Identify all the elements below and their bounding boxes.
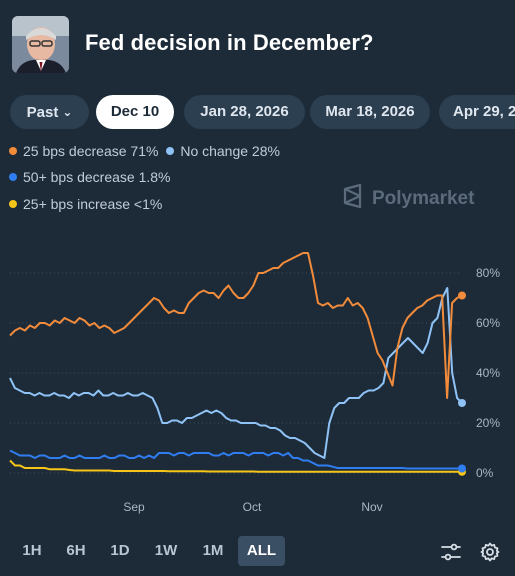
gear-icon[interactable] [479,541,501,563]
tab-apr-29-2026[interactable]: Apr 29, 2026 [439,95,515,129]
tab-mar-18-2026[interactable]: Mar 18, 2026 [310,95,430,129]
legend-row-3: 25+ bps increase <1% [9,196,162,212]
chart-endpoints [458,291,466,476]
range-1d[interactable]: 1D [110,542,130,559]
tab-past[interactable]: Past ⌄ [10,95,89,129]
chevron-down-icon: ⌄ [62,105,73,119]
price-history-chart[interactable]: 80% 60% 40% 20% 0% Sep Oct Nov [0,240,515,525]
series-line-25-bps-decrease [9,252,463,399]
range-1w[interactable]: 1W [154,542,178,559]
chart-settings-sliders-icon[interactable] [440,541,462,563]
legend-dot-no-change [166,147,175,155]
range-1h[interactable]: 1H [22,542,42,559]
legend-label-25bps-decrease: 25 bps decrease 71% [23,143,159,159]
legend-row-2: 50+ bps decrease 1.8% [9,169,171,185]
watermark-text: Polymarket [372,188,475,209]
tab-label: Apr 29, 2026 [453,103,515,120]
tab-label: Past [26,104,59,121]
polymarket-logo-icon [343,183,362,209]
range-1m[interactable]: 1M [202,542,224,559]
x-tick-label: Nov [361,500,382,514]
series-line-25-bps-increase [9,459,462,473]
tab-dec-10[interactable]: Dec 10 [96,95,174,129]
chart-lines [9,252,463,473]
legend-dot-25bps-increase [9,200,17,208]
y-tick-label: 80% [476,266,500,280]
x-tick-label: Oct [243,500,262,514]
y-tick-label: 40% [476,366,500,380]
y-axis-ticks: 80% 60% 40% 20% 0% [476,266,500,480]
range-6h[interactable]: 6H [66,542,86,559]
y-tick-label: 60% [476,316,500,330]
legend-dot-25bps-decrease [9,147,17,155]
series-endpoint-no-change [458,399,466,407]
market-header: Fed decision in December? [12,14,512,76]
legend-row-1: 25 bps decrease 71% No change 28% [9,143,280,159]
date-tabs: Past ⌄ Dec 10 Jan 28, 2026 Mar 18, 2026 A… [10,95,515,131]
y-tick-label: 0% [476,466,494,480]
series-line-50-bps-decrease [9,449,462,470]
legend-label-25bps-increase: 25+ bps increase <1% [23,196,163,212]
tab-jan-28-2026[interactable]: Jan 28, 2026 [184,95,305,129]
tab-label: Dec 10 [110,103,160,120]
legend-label-no-change: No change 28% [180,143,280,159]
polymarket-watermark: Polymarket [342,183,475,210]
legend-dot-50bps-decrease [9,173,17,181]
range-all[interactable]: ALL [238,536,285,566]
legend-label-50bps-decrease: 50+ bps decrease 1.8% [23,169,171,185]
market-avatar [12,16,69,73]
series-endpoint-25-bps-decrease [458,291,466,300]
market-title: Fed decision in December? [85,30,374,55]
x-axis-ticks: Sep Oct Nov [123,500,382,514]
series-line-no-change [9,287,463,459]
y-tick-label: 20% [476,416,500,430]
tab-label: Jan 28, 2026 [200,103,289,120]
tab-label: Mar 18, 2026 [325,103,415,120]
series-endpoint-50-bps-decrease [458,464,466,473]
x-tick-label: Sep [123,500,145,514]
